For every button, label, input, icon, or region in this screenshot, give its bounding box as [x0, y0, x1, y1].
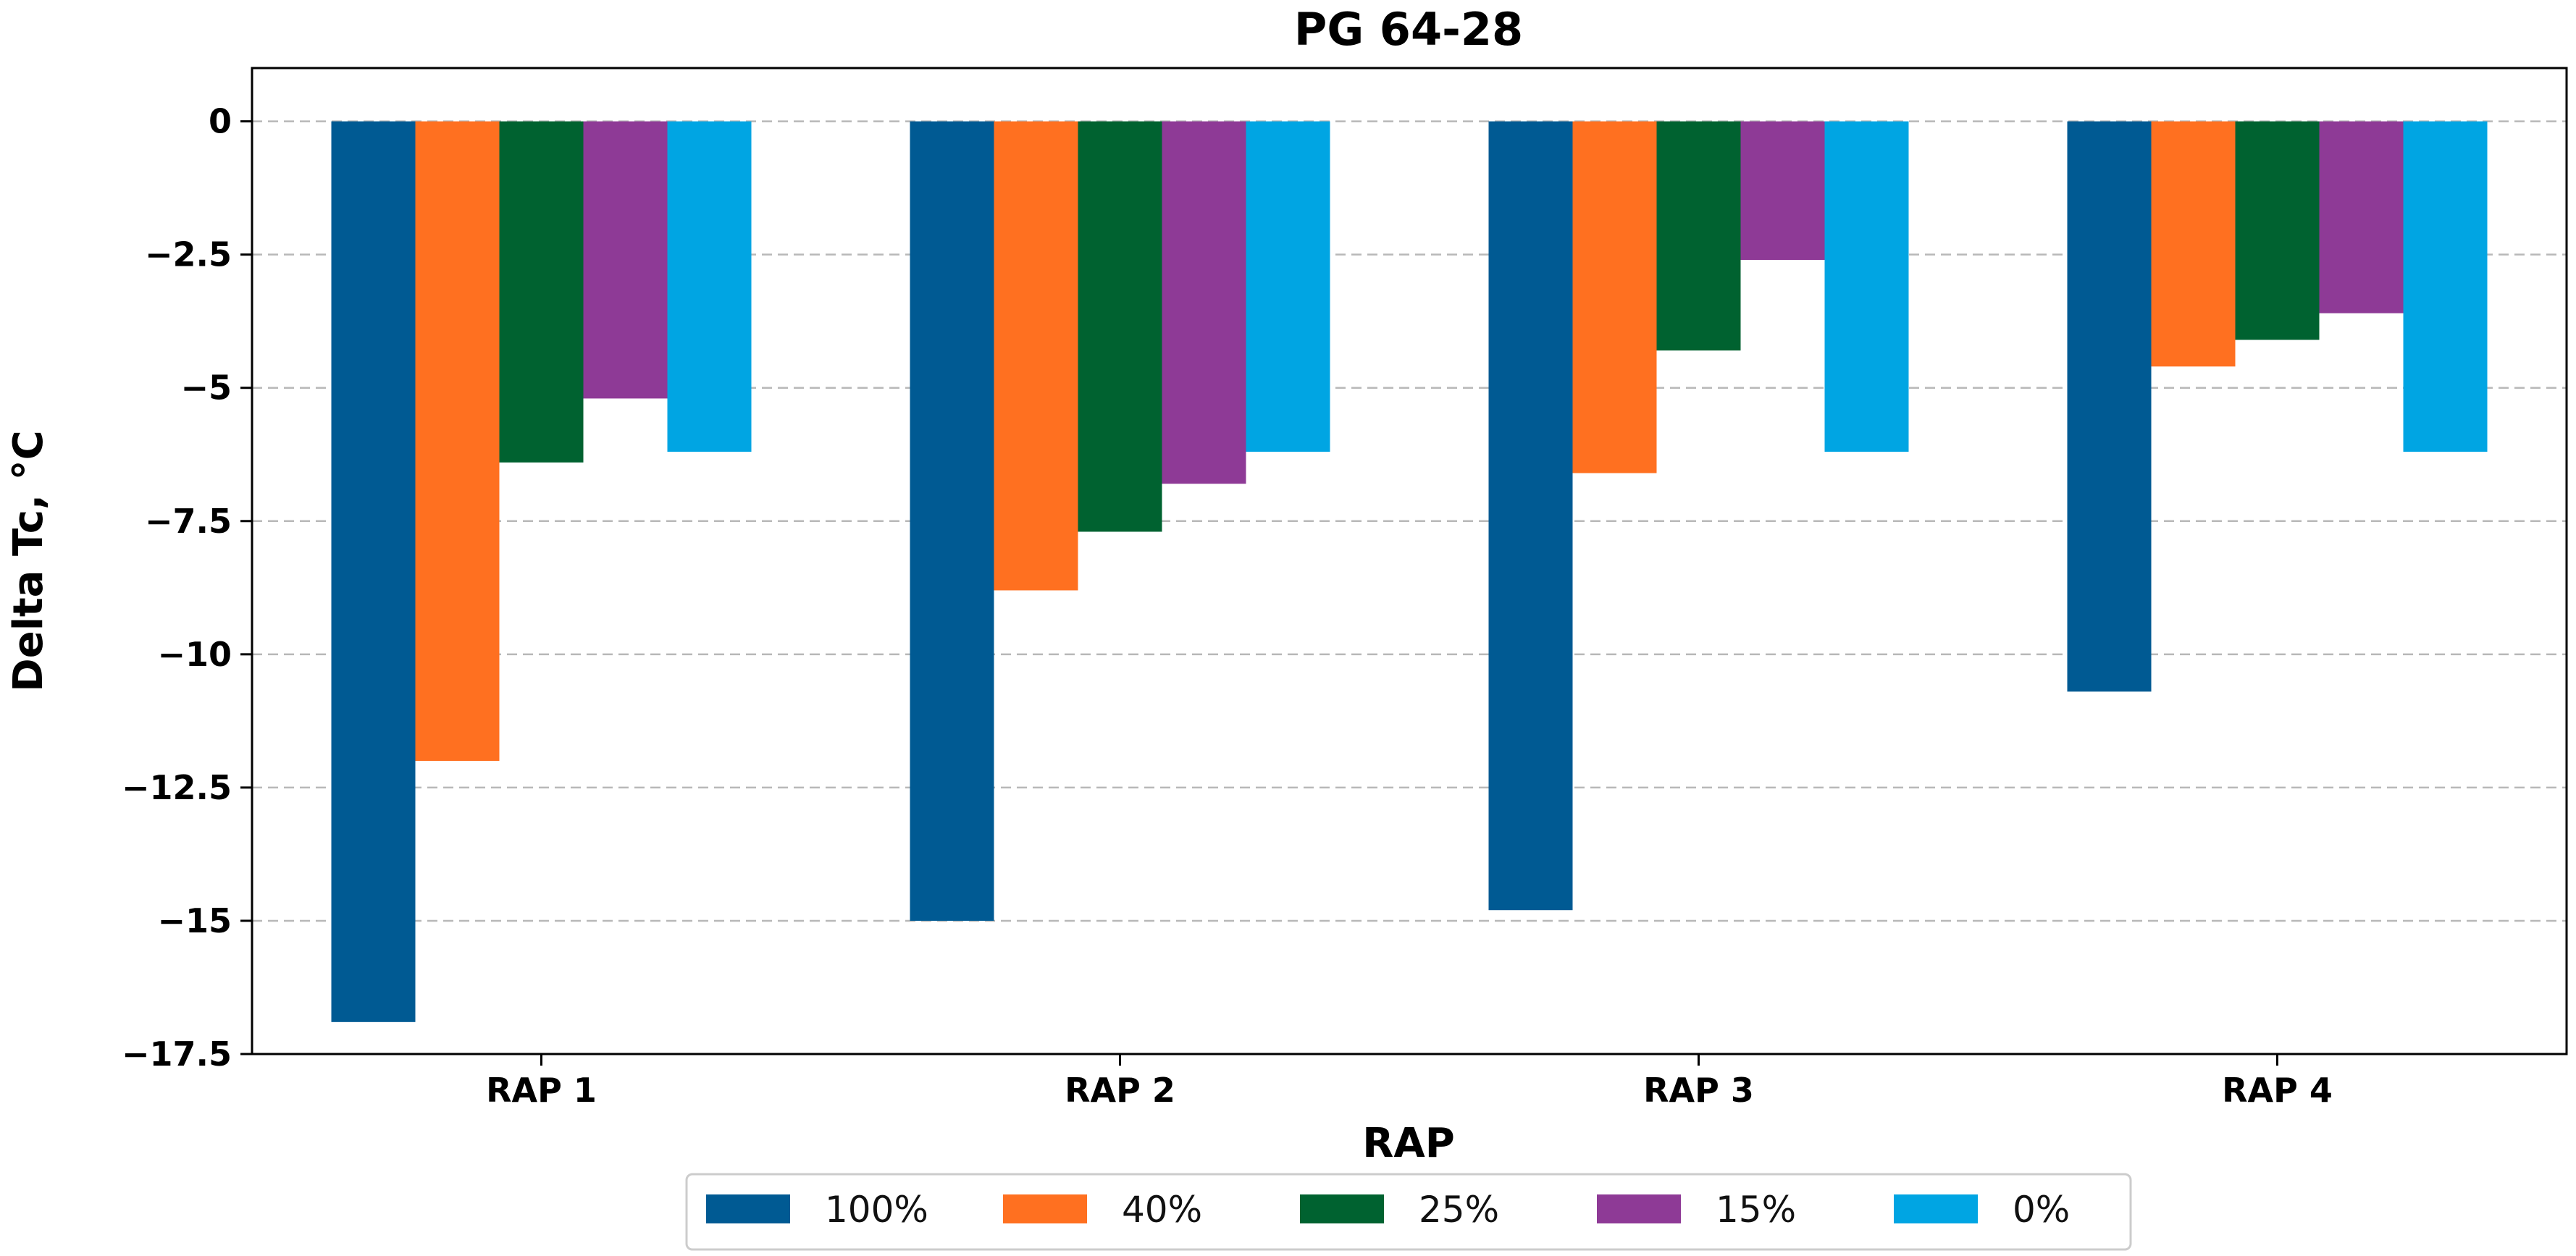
plot-frame — [251, 67, 2568, 1055]
x-axis-title: RAP — [1362, 1120, 1455, 1167]
y-tick-label: −10 — [157, 635, 232, 674]
y-axis-ticks: 0 −2.5 −5 −7.5 −10 −12.5 −15 −17.5 — [122, 102, 252, 1074]
bar-rap-4-100pct — [2067, 121, 2152, 692]
bar-rap-1-15pct — [583, 121, 668, 399]
bar-rap-1-40pct — [415, 121, 500, 762]
bar-rap-2-100pct — [910, 121, 994, 921]
y-tick-label: −15 — [157, 901, 232, 940]
legend: 100% 40% 25% 15% 0% — [685, 1173, 2132, 1251]
bar-rap-1-100pct — [331, 121, 416, 1022]
bar-rap-2-0pct — [1246, 121, 1330, 452]
y-axis-title: Delta Tc, °C — [5, 430, 52, 692]
x-tick-label: RAP 1 — [486, 1071, 597, 1110]
bar-rap-4-15pct — [2319, 121, 2404, 313]
x-axis-ticks: RAP 1 RAP 2 RAP 3 RAP 4 — [486, 1054, 2333, 1110]
legend-swatch — [1894, 1194, 1978, 1223]
y-tick-label: −5 — [180, 368, 232, 408]
bar-rap-4-40pct — [2151, 121, 2236, 367]
bar-rap-2-25pct — [1078, 121, 1162, 532]
x-tick-label: RAP 2 — [1065, 1071, 1175, 1110]
bar-rap-4-0pct — [2403, 121, 2488, 452]
y-tick-label: −17.5 — [122, 1034, 232, 1074]
x-tick-label: RAP 3 — [1643, 1071, 1754, 1110]
legend-label: 0% — [2013, 1189, 2070, 1231]
legend-label: 25% — [1419, 1189, 1499, 1231]
legend-items: 100% 40% 25% 15% 0% — [706, 1189, 2070, 1231]
bars — [331, 121, 2488, 1022]
y-tick-label: −12.5 — [122, 768, 232, 807]
bar-rap-4-25pct — [2235, 121, 2320, 340]
y-tick-label: −7.5 — [145, 502, 232, 541]
x-tick-label: RAP 4 — [2222, 1071, 2333, 1110]
bar-rap-3-25pct — [1656, 121, 1741, 351]
bar-rap-2-40pct — [994, 121, 1078, 591]
legend-frame — [685, 1173, 2132, 1251]
bar-rap-1-25pct — [499, 121, 584, 463]
bar-rap-3-40pct — [1572, 121, 1657, 473]
legend-swatch — [1003, 1194, 1087, 1223]
y-tick-label: −2.5 — [145, 235, 232, 274]
legend-swatch — [1597, 1194, 1681, 1223]
legend-label: 40% — [1122, 1189, 1202, 1231]
legend-swatch — [706, 1194, 790, 1223]
legend-label: 15% — [1716, 1189, 1796, 1231]
bar-rap-3-15pct — [1740, 121, 1825, 261]
legend-swatch — [1300, 1194, 1384, 1223]
chart-title: PG 64-28 — [1294, 3, 1523, 56]
legend-label: 100% — [825, 1189, 928, 1231]
bar-rap-1-0pct — [667, 121, 752, 452]
bar-rap-2-15pct — [1162, 121, 1246, 484]
bar-rap-3-0pct — [1824, 121, 1909, 452]
y-tick-label: 0 — [209, 102, 232, 141]
bar-rap-3-100pct — [1488, 121, 1573, 911]
